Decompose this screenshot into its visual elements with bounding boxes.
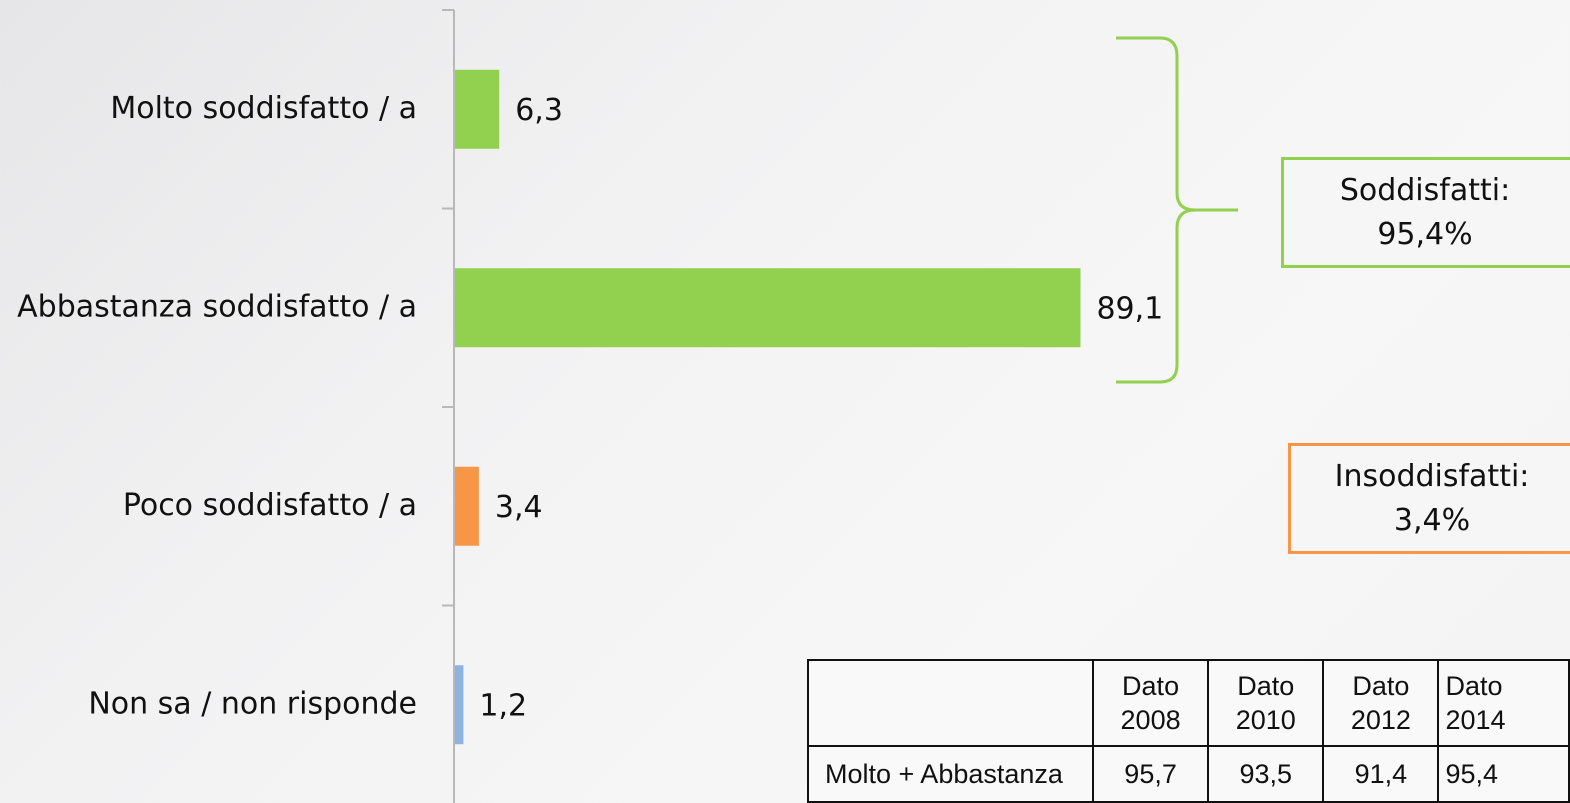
- data-label: 3,4: [495, 490, 543, 525]
- labels: Molto soddisfatto / a 6,3 Abbastanza soddi…: [17, 91, 1163, 724]
- satisfied-summary-box: Soddisfatti: 95,4%: [1281, 157, 1570, 268]
- header-empty-cell: [807, 659, 1094, 747]
- unsatisfied-label: Insoddisfatti:: [1334, 458, 1530, 494]
- table-row: Molto + Abbastanza 95,7 93,5 91,4 95,4: [807, 745, 1570, 803]
- satisfied-label: Soddisfatti:: [1339, 172, 1511, 208]
- bar: [455, 466, 479, 546]
- bars: [455, 69, 1081, 745]
- trend-table-header: Dato 2008 Dato 2010 Dato 2012 Dato 2014: [807, 659, 1570, 747]
- category-label: Poco soddisfatto / a: [123, 488, 417, 523]
- row-label: Molto + Abbastanza: [807, 745, 1094, 803]
- category-label: Abbastanza soddisfatto / a: [17, 289, 417, 324]
- header-year-2014: Dato 2014: [1437, 659, 1570, 747]
- category-label: Molto soddisfatto / a: [110, 91, 417, 126]
- data-label: 89,1: [1096, 291, 1163, 326]
- satisfied-value: 95,4%: [1377, 216, 1473, 252]
- header-year-2012: Dato 2012: [1322, 659, 1440, 747]
- category-label: Non sa / non risponde: [88, 686, 417, 721]
- bar: [455, 665, 464, 745]
- trend-table: Dato 2008 Dato 2010 Dato 2012 Dato 2014 …: [807, 659, 1570, 803]
- category-axis: [442, 9, 455, 803]
- unsatisfied-summary-box: Insoddisfatti: 3,4%: [1288, 443, 1570, 554]
- table-cell: 95,4: [1437, 745, 1570, 803]
- bar: [455, 69, 500, 149]
- table-cell: 93,5: [1207, 745, 1325, 803]
- data-label: 1,2: [479, 688, 527, 723]
- data-label: 6,3: [515, 93, 563, 128]
- bar: [455, 268, 1081, 348]
- header-year-2010: Dato 2010: [1207, 659, 1325, 747]
- table-cell: 95,7: [1091, 745, 1210, 803]
- table-cell: 91,4: [1322, 745, 1440, 803]
- satisfied-brace: [1116, 36, 1238, 384]
- header-year-2008: Dato 2008: [1091, 659, 1210, 747]
- unsatisfied-value: 3,4%: [1393, 502, 1471, 538]
